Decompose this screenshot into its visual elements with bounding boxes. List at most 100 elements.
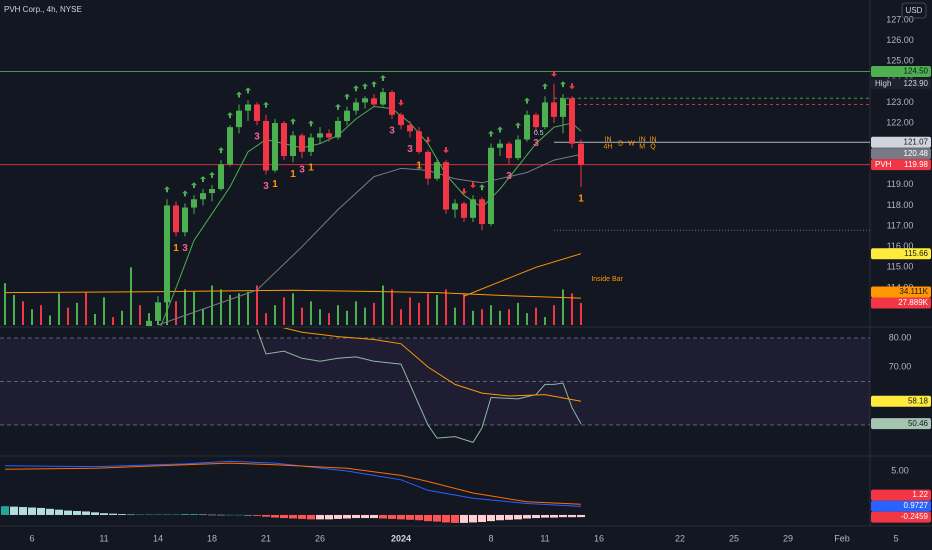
up-arrow — [488, 130, 494, 137]
x-tick-label: 25 — [729, 533, 739, 543]
y-tick-label: 5.00 — [891, 465, 909, 475]
volume-bar — [22, 301, 24, 325]
macd-histogram — [577, 514, 585, 518]
macd-histogram — [325, 514, 333, 520]
volume-bar — [274, 305, 276, 325]
count-label: 1 — [308, 163, 314, 174]
axis-badge — [871, 418, 931, 430]
axis-badge — [871, 159, 931, 171]
volume-bar — [400, 309, 402, 325]
macd-histogram — [181, 514, 189, 515]
candle-body — [452, 203, 458, 210]
macd-histogram — [190, 514, 198, 515]
candle-body — [146, 320, 152, 326]
volume-bar — [427, 293, 429, 325]
macd-histogram — [298, 514, 306, 519]
macd-histogram — [505, 514, 513, 520]
volume-bar — [436, 294, 438, 325]
volume-bar — [463, 293, 465, 325]
candle-body — [443, 162, 449, 210]
volume-bar — [418, 302, 420, 325]
currency-box[interactable] — [901, 2, 927, 19]
volume-bar — [130, 267, 132, 325]
note: Inside Bar — [591, 276, 623, 283]
axis-badge-label: 120.48 — [904, 149, 929, 158]
axis-badge — [871, 136, 931, 148]
up-arrow — [515, 122, 521, 129]
volume-bar — [229, 294, 231, 325]
x-tick-label: 18 — [207, 533, 217, 543]
count-label: 3 — [299, 165, 305, 176]
macd-histogram — [226, 514, 234, 516]
macd-histogram — [19, 507, 27, 515]
up-arrow — [245, 87, 251, 94]
macd-histogram — [235, 514, 243, 516]
volume-bar — [409, 297, 411, 325]
x-tick-label: 14 — [153, 533, 163, 543]
down-arrow — [443, 147, 449, 154]
volume-bar — [382, 285, 384, 325]
macd-histogram — [10, 506, 18, 515]
candle-body — [506, 143, 512, 159]
up-arrow — [479, 184, 485, 191]
macd-histogram — [469, 514, 477, 523]
up-arrow — [182, 190, 188, 197]
y-tick-label: 127.00 — [886, 14, 914, 24]
candle-body — [389, 92, 395, 115]
axis-badge-label: 0.9727 — [904, 501, 929, 510]
macd-histogram — [451, 514, 459, 523]
macd-histogram — [379, 514, 387, 519]
note: D — [618, 140, 623, 147]
down-arrow — [551, 70, 557, 77]
macd-histogram — [541, 514, 549, 518]
macd-histogram — [217, 514, 225, 516]
volume-bar — [58, 293, 60, 325]
macd-histogram — [37, 507, 45, 515]
macd-histogram — [307, 514, 315, 520]
up-arrow — [236, 91, 242, 98]
volume-bar — [31, 309, 33, 325]
volume-bar — [535, 307, 537, 325]
down-arrow — [569, 83, 575, 90]
down-arrow — [425, 136, 431, 143]
macd-histogram — [73, 511, 81, 515]
macd-histogram — [343, 514, 351, 519]
macd-histogram — [100, 513, 108, 515]
volume-bar — [544, 317, 546, 325]
volume-bar — [49, 315, 51, 325]
note: 0.5 — [534, 130, 544, 137]
volume-bar — [301, 307, 303, 325]
volume-bar — [94, 313, 96, 325]
chart-title: PVH Corp., 4h, NYSE — [4, 5, 82, 14]
candle-body — [335, 120, 341, 138]
up-arrow — [200, 175, 206, 182]
macd-histogram — [208, 514, 216, 516]
candle-body — [209, 188, 215, 194]
up-arrow — [344, 93, 350, 100]
candle-body — [281, 123, 287, 157]
macd-histogram — [127, 514, 135, 516]
up-arrow — [524, 97, 530, 104]
macd-histogram — [163, 514, 171, 516]
axis-badge — [871, 248, 931, 260]
candle-body — [578, 143, 584, 165]
up-arrow — [353, 85, 359, 92]
x-tick-label: 26 — [315, 533, 325, 543]
currency[interactable]: USD — [906, 6, 923, 15]
rsi-pane — [0, 328, 870, 443]
macd-histogram — [109, 513, 117, 515]
candle-body — [317, 133, 323, 138]
macd-histogram — [280, 514, 288, 519]
volume-bar — [517, 302, 519, 325]
volume-bar — [139, 305, 141, 325]
volume-bar — [247, 291, 249, 325]
volume-bar — [238, 293, 240, 325]
up-arrow — [335, 103, 341, 110]
macd-histogram — [91, 512, 99, 515]
y-tick-label: 117.00 — [887, 220, 914, 230]
up-arrow — [164, 186, 170, 193]
up-arrow — [371, 81, 377, 88]
x-tick-label: 11 — [540, 533, 549, 543]
note: 4H — [604, 144, 613, 151]
